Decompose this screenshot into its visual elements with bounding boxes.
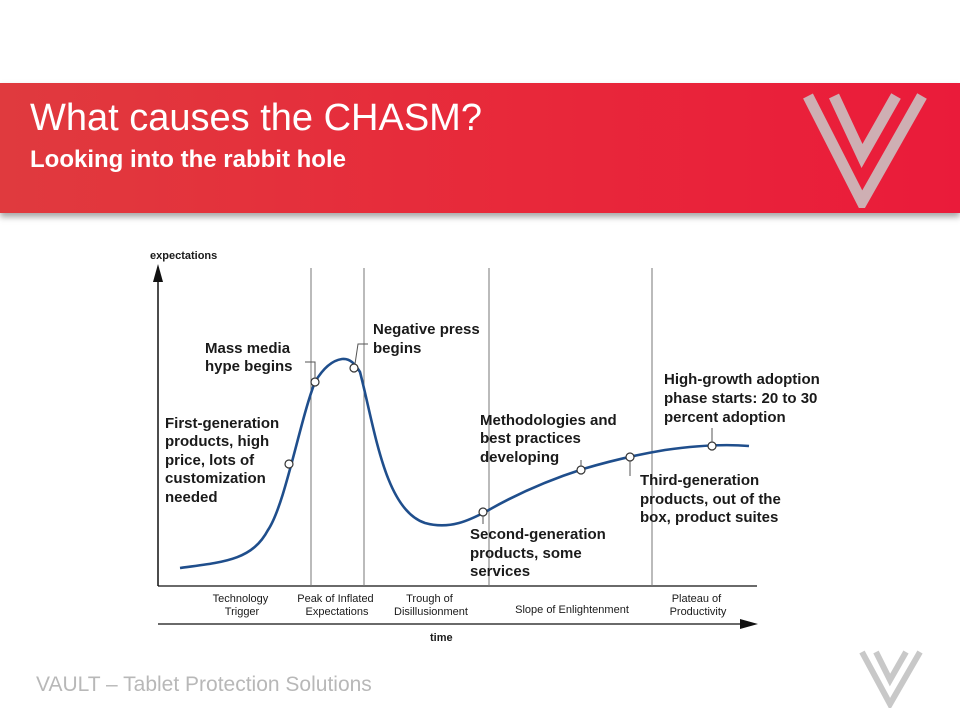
header-band bbox=[0, 83, 960, 213]
phase-label: Peak of Inflated Expectations bbox=[297, 593, 377, 618]
curve-marker bbox=[576, 465, 586, 475]
vault-v-logo-icon bbox=[803, 93, 927, 208]
annotation-first-generation: First-generation products, high price, l… bbox=[165, 415, 283, 506]
x-axis-arrow-icon bbox=[740, 619, 758, 629]
y-axis-label: expectations bbox=[150, 250, 217, 262]
phase-label: Plateau of Productivity bbox=[670, 593, 727, 618]
curve-marker bbox=[625, 452, 635, 462]
curve-marker bbox=[349, 363, 359, 373]
curve-marker bbox=[478, 507, 488, 517]
phase-label: Trough of Disillusionment bbox=[394, 593, 468, 618]
leader-line bbox=[305, 361, 316, 378]
x-axis-label: time bbox=[430, 632, 453, 644]
phase-label: Technology Trigger bbox=[213, 593, 272, 618]
slide-subtitle: Looking into the rabbit hole bbox=[30, 146, 346, 173]
curve-marker bbox=[707, 441, 717, 451]
annotation-third-generation: Third-generation products, out of the bo… bbox=[640, 472, 785, 526]
hype-curve bbox=[179, 357, 750, 570]
phase-label: Slope of Enlightenment bbox=[515, 604, 629, 616]
annotation-mass-media: Mass media hype begins bbox=[205, 340, 294, 375]
annotation-methodologies: Methodologies and best practices develop… bbox=[480, 412, 621, 466]
slide-title: What causes the CHASM? bbox=[30, 97, 482, 139]
curve-marker bbox=[310, 377, 320, 387]
curve-marker bbox=[284, 459, 294, 469]
vault-v-logo-icon bbox=[859, 650, 923, 708]
y-axis-arrow-icon bbox=[153, 264, 163, 282]
footer-text: VAULT – Tablet Protection Solutions bbox=[36, 673, 372, 696]
annotation-negative-press: Negative press begins bbox=[373, 321, 484, 357]
annotation-second-generation: Second-generation products, some service… bbox=[470, 526, 610, 580]
leader-line bbox=[354, 343, 368, 365]
annotation-high-growth: High-growth adoption phase starts: 20 to… bbox=[664, 371, 824, 426]
